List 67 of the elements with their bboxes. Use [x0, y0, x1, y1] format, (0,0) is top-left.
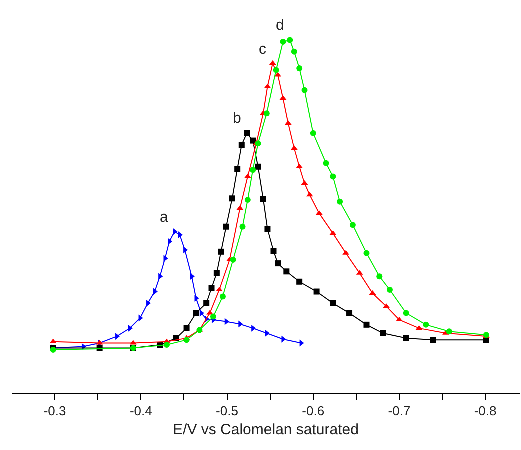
x-tick-label: -0.5	[216, 404, 238, 419]
point	[380, 330, 386, 336]
point	[260, 196, 266, 202]
point	[218, 248, 224, 255]
x-tick-label: -0.8	[474, 404, 497, 419]
point	[230, 257, 236, 264]
point	[244, 197, 251, 204]
point	[337, 198, 344, 205]
point	[223, 224, 230, 230]
x-tick-label: -0.7	[388, 404, 411, 419]
series-label: d	[276, 17, 284, 34]
point	[273, 67, 280, 74]
point	[280, 39, 286, 46]
point	[264, 110, 270, 117]
point	[302, 87, 308, 94]
point	[220, 294, 226, 300]
point	[210, 314, 216, 320]
point	[423, 322, 430, 328]
point	[346, 310, 353, 316]
point	[287, 37, 294, 44]
point	[214, 270, 220, 276]
point	[296, 278, 303, 285]
point	[386, 287, 393, 293]
point	[240, 224, 246, 230]
point	[234, 166, 241, 172]
point	[244, 130, 250, 136]
series-label: b	[233, 110, 242, 127]
point	[284, 268, 290, 275]
point	[275, 260, 282, 267]
point	[184, 337, 190, 344]
series-label: c	[259, 41, 267, 58]
point	[350, 222, 356, 228]
point	[403, 335, 410, 342]
point	[323, 160, 330, 166]
point	[193, 310, 200, 316]
point	[178, 232, 183, 238]
point	[206, 310, 214, 315]
x-axis-title: E/V vs Calomelan saturated	[173, 422, 359, 439]
series-label: a	[160, 209, 169, 226]
x-tick-label: -0.4	[130, 404, 152, 419]
point	[376, 274, 383, 280]
x-tick-label: -0.3	[44, 404, 66, 419]
point	[296, 65, 303, 72]
point	[204, 300, 210, 306]
point	[250, 167, 256, 174]
point	[270, 248, 277, 254]
point	[430, 337, 436, 344]
point	[383, 304, 390, 308]
point	[229, 196, 236, 202]
point	[364, 322, 370, 328]
point	[184, 325, 190, 332]
point	[310, 130, 316, 136]
point	[164, 342, 170, 348]
point	[291, 48, 298, 55]
point	[446, 328, 452, 335]
point	[250, 138, 256, 144]
point	[330, 300, 336, 306]
point	[396, 316, 403, 322]
point	[255, 164, 262, 170]
point	[238, 142, 245, 148]
point	[364, 250, 370, 256]
point	[314, 288, 320, 295]
point	[330, 174, 336, 180]
x-tick-label: -0.6	[302, 404, 325, 419]
point	[403, 310, 410, 316]
point	[208, 285, 215, 292]
point	[264, 226, 271, 232]
